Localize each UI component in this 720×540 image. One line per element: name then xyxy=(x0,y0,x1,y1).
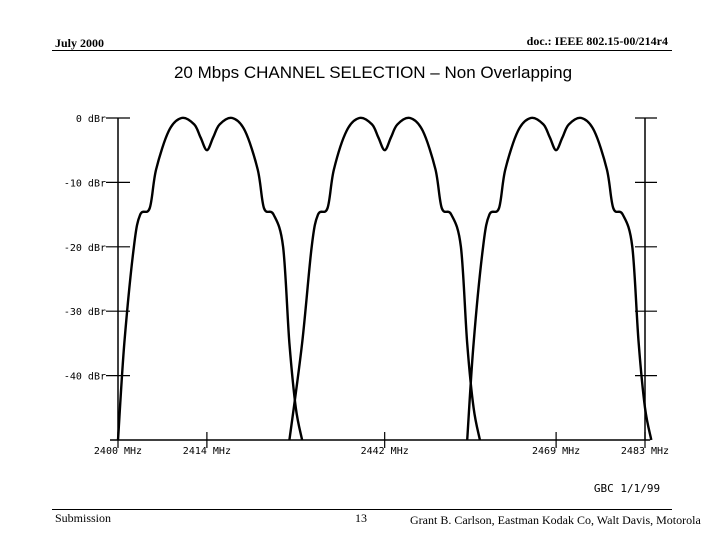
y-tick-label: -40 dBr xyxy=(64,372,106,383)
footer-authors: Grant B. Carlson, Eastman Kodak Co, Walt… xyxy=(410,513,701,527)
y-tick-label: 0 dBr xyxy=(76,114,106,125)
chart-title: 20 Mbps CHANNEL SELECTION – Non Overlapp… xyxy=(174,63,572,82)
x-tick-label: 2442 MHz xyxy=(361,446,409,457)
x-tick-label: 2469 MHz xyxy=(532,446,580,457)
x-tick-label: 2414 MHz xyxy=(183,446,231,457)
y-tick-label: -30 dBr xyxy=(64,307,106,318)
header-rule xyxy=(52,50,672,51)
channel-curve xyxy=(288,116,482,441)
x-tick-label: 2400 MHz xyxy=(94,446,142,457)
footer-page-number: 13 xyxy=(355,511,367,525)
channel-curve xyxy=(116,116,304,441)
footer-submission: Submission xyxy=(55,511,112,525)
y-tick-label: -10 dBr xyxy=(64,178,106,189)
header-doc-id: doc.: IEEE 802.15-00/214r4 xyxy=(526,34,668,48)
header-date: July 2000 xyxy=(55,36,105,50)
footer-rule xyxy=(52,509,672,510)
channel-curve xyxy=(466,116,653,441)
tick-layer: 0 dBr -10 dBr -20 dBr -30 dBr -40 dBr 2400 MH… xyxy=(64,114,669,457)
curve-layer xyxy=(116,116,653,441)
chart-signature: GBC 1/1/99 xyxy=(594,482,660,495)
y-tick-label: -20 dBr xyxy=(64,243,106,254)
x-tick-label: 2483 MHz xyxy=(621,446,669,457)
